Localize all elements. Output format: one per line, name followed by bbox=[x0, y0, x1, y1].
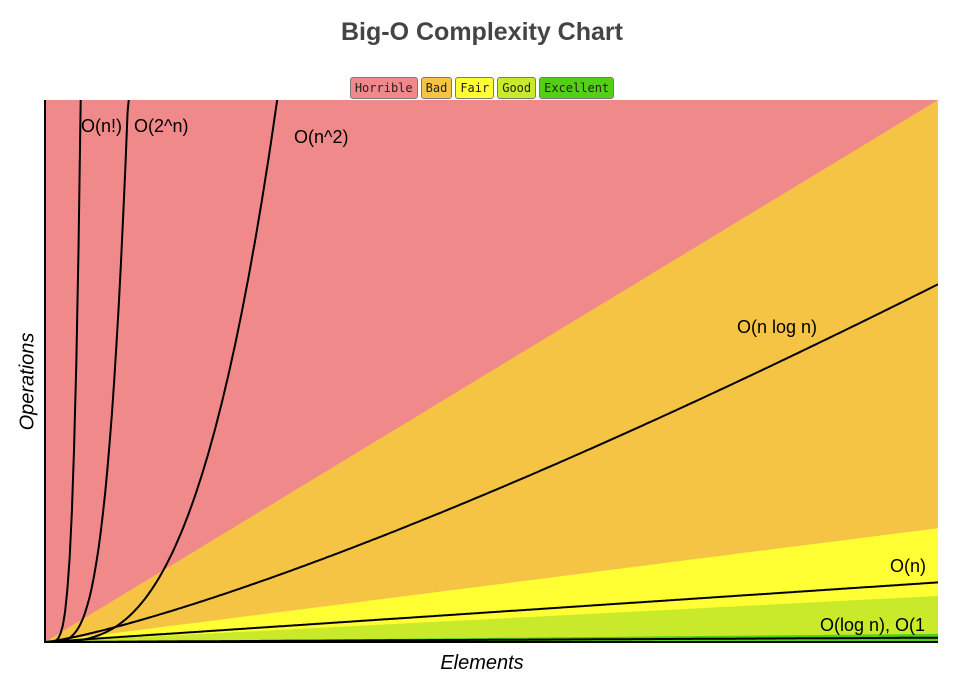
legend-item-good: Good bbox=[497, 77, 537, 99]
x-axis-label: Elements bbox=[440, 652, 524, 674]
curve-label-log-and-constant: O(log n), O(1 bbox=[820, 615, 925, 635]
legend-item-excellent: Excellent bbox=[539, 77, 615, 99]
chart-title: Big-O Complexity Chart bbox=[341, 18, 623, 46]
region-excellent bbox=[45, 633, 938, 642]
curve-label-exponential: O(2^n) bbox=[134, 116, 188, 136]
curve-label-linear: O(n) bbox=[890, 556, 926, 576]
curve-label-quadratic: O(n^2) bbox=[294, 127, 348, 147]
curve-labels: O(n!) O(2^n) O(n^2) O(n log n) O(n) O(log n),… bbox=[81, 116, 926, 635]
region-bad bbox=[45, 100, 938, 642]
curve-label-factorial: O(n!) bbox=[81, 116, 122, 136]
legend-item-bad: Bad bbox=[420, 77, 453, 99]
chart-legend: Horrible Bad Fair Good Excellent bbox=[0, 77, 964, 99]
curve-nlogn bbox=[44, 283, 938, 643]
curve-label-nlogn: O(n log n) bbox=[737, 317, 817, 337]
complexity-curves bbox=[44, 100, 938, 643]
legend-item-horrible: Horrible bbox=[349, 77, 418, 99]
curve-log-and-constant bbox=[45, 636, 938, 643]
curve-linear bbox=[44, 581, 938, 643]
complexity-regions bbox=[45, 100, 938, 642]
y-axis-label: Operations bbox=[16, 332, 39, 431]
region-good bbox=[45, 595, 938, 642]
legend-item-fair: Fair bbox=[455, 77, 495, 99]
